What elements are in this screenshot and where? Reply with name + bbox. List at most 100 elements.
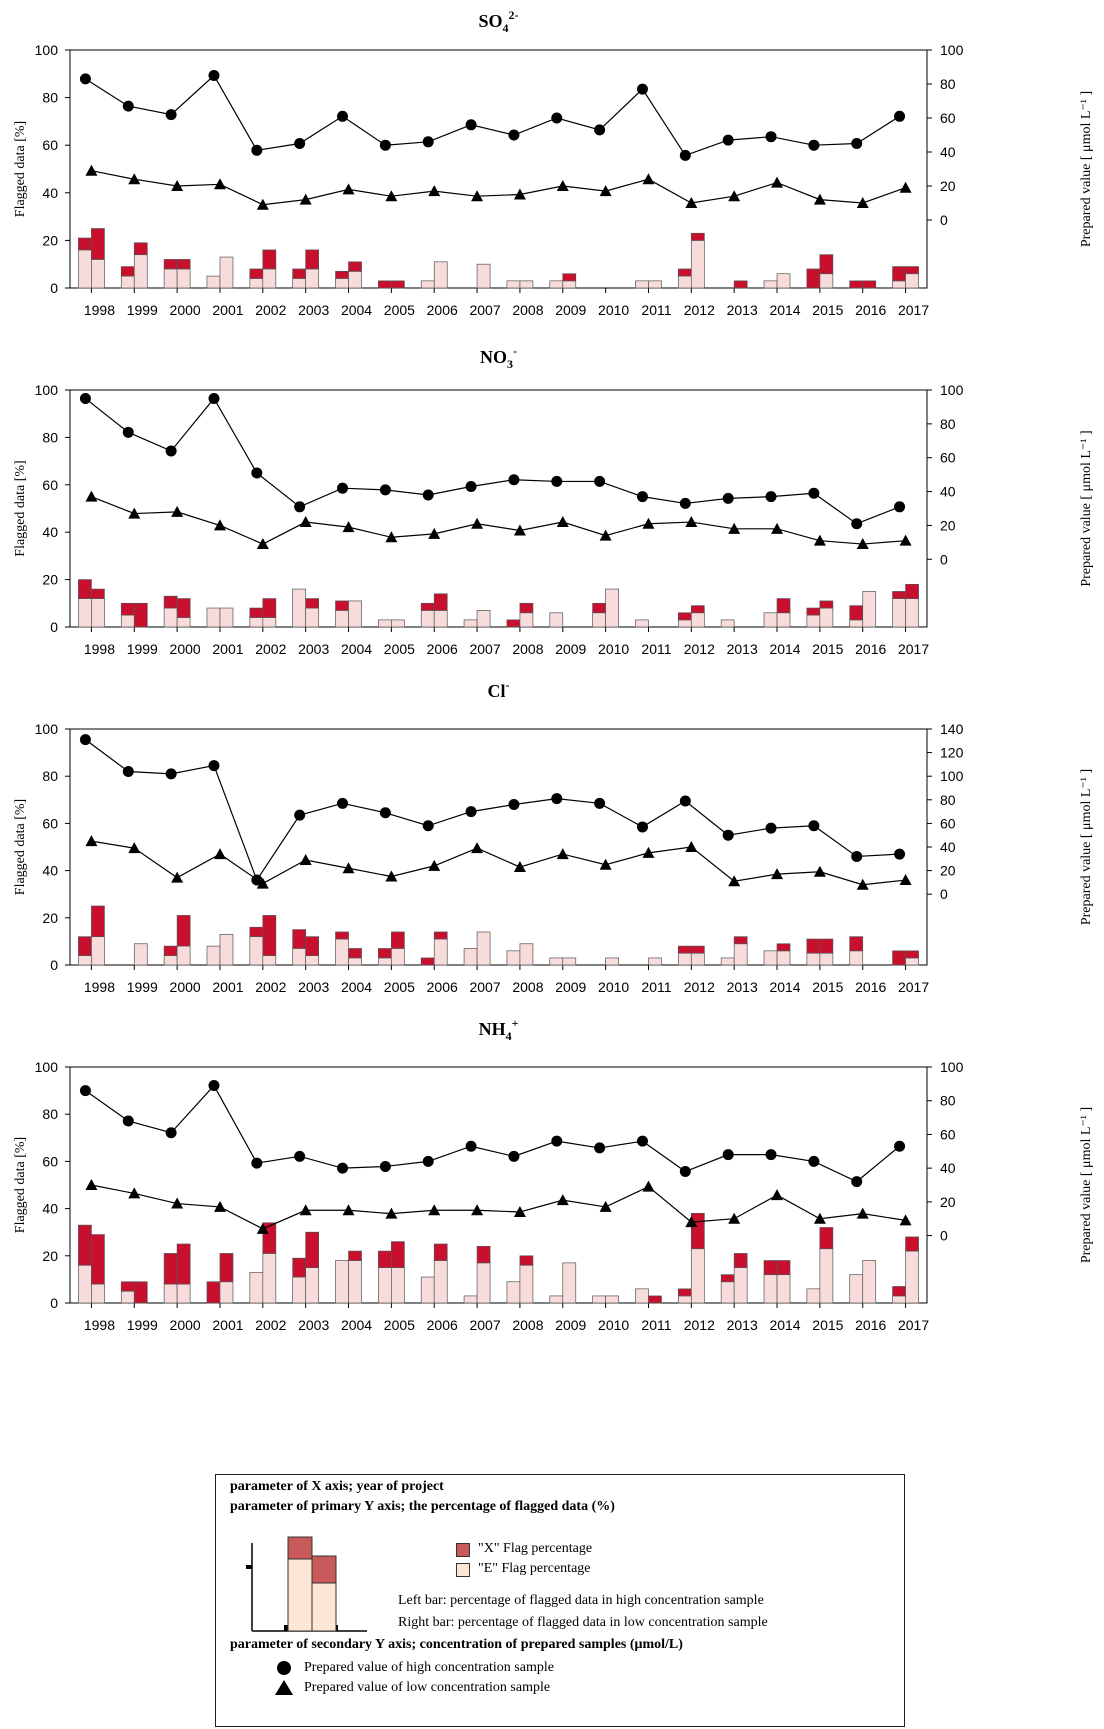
low-sample-point bbox=[856, 878, 869, 890]
x-tick-label: 2007 bbox=[469, 1317, 500, 1333]
bar-e-flag bbox=[549, 280, 564, 289]
low-sample-point bbox=[599, 529, 612, 541]
x-tick-label: 2011 bbox=[641, 641, 671, 657]
bar-e-flag bbox=[806, 952, 821, 966]
x-tick-label: 2003 bbox=[298, 1317, 329, 1333]
y-tick-label: 0 bbox=[50, 619, 58, 635]
low-sample-point bbox=[256, 198, 269, 210]
bar-x-flag bbox=[892, 266, 906, 282]
y-tick-label: 60 bbox=[42, 1153, 58, 1169]
y2-axis-label: Prepared value [ μmol L⁻¹ ] bbox=[1079, 1107, 1094, 1263]
bar-x-flag bbox=[292, 1257, 307, 1278]
y2-tick-label: 0 bbox=[940, 551, 948, 567]
bar-x-flag bbox=[176, 915, 191, 947]
x-tick-label: 2002 bbox=[255, 1317, 286, 1333]
x-tick-label: 2006 bbox=[427, 1317, 458, 1333]
y2-tick-label: 100 bbox=[940, 382, 964, 398]
x-tick-label: 2017 bbox=[898, 641, 929, 657]
bar-x-flag bbox=[892, 1286, 906, 1297]
bar-e-flag bbox=[476, 1262, 491, 1304]
high-sample-point bbox=[508, 799, 520, 811]
x-tick-label: 2000 bbox=[170, 302, 201, 318]
bar-x-flag bbox=[519, 1255, 534, 1266]
bar-x-flag bbox=[176, 259, 191, 270]
high-sample-point bbox=[851, 518, 863, 530]
x-tick-label: 2000 bbox=[170, 1317, 201, 1333]
bar-x-flag bbox=[763, 1260, 778, 1276]
x-tick-label: 2006 bbox=[427, 302, 458, 318]
high-sample-point bbox=[165, 109, 177, 121]
bar-x-flag bbox=[433, 931, 448, 940]
high-sample-point bbox=[808, 487, 820, 499]
bar-e-flag bbox=[292, 278, 307, 289]
bar-e-flag bbox=[849, 950, 864, 966]
bar-e-flag bbox=[305, 607, 320, 628]
chart-title: NH4+ bbox=[479, 1016, 519, 1043]
y-tick-label: 80 bbox=[42, 429, 58, 445]
x-tick-label: 2004 bbox=[341, 979, 372, 995]
low-sample-point bbox=[256, 877, 269, 889]
bar-e-flag bbox=[249, 936, 264, 966]
right-bar-note: Right bar: percentage of flagged data in… bbox=[398, 1615, 768, 1630]
bar-x-flag bbox=[819, 600, 834, 609]
x-tick-label: 2012 bbox=[684, 641, 715, 657]
bar-e-flag bbox=[690, 952, 705, 966]
high-sample-point bbox=[294, 809, 306, 821]
bar-e-flag bbox=[519, 280, 534, 289]
bar-x-flag bbox=[133, 1281, 148, 1304]
x-tick-label: 2000 bbox=[170, 979, 201, 995]
bar-x-flag bbox=[677, 268, 692, 277]
x-tick-label: 2008 bbox=[512, 641, 543, 657]
low-sample-point bbox=[342, 862, 355, 874]
bar-x-flag bbox=[78, 936, 92, 956]
bar-e-flag bbox=[463, 1295, 478, 1304]
y2-tick-label: 100 bbox=[940, 1059, 964, 1075]
bar-x-flag bbox=[176, 1243, 191, 1285]
y-tick-label: 80 bbox=[42, 90, 58, 106]
bar-e-flag bbox=[720, 1281, 735, 1304]
high-sample-point bbox=[122, 1115, 134, 1127]
high-sample-point bbox=[337, 482, 349, 494]
y-tick-label: 20 bbox=[42, 232, 58, 248]
bar-e-flag bbox=[720, 619, 735, 628]
low-sample-point bbox=[556, 516, 569, 528]
x-tick-label: 2014 bbox=[769, 302, 800, 318]
bar-x-flag bbox=[262, 249, 277, 270]
bar-x-flag bbox=[391, 280, 405, 289]
bar-e-flag bbox=[391, 948, 405, 966]
bar-e-flag bbox=[819, 952, 834, 966]
bar-e-flag bbox=[476, 931, 491, 966]
x-tick-label: 2013 bbox=[727, 1317, 758, 1333]
high-sample-point bbox=[379, 484, 391, 496]
bar-e-flag bbox=[677, 1295, 692, 1304]
high-sample-point bbox=[337, 797, 349, 809]
x-tick-label: 2001 bbox=[212, 979, 243, 995]
y-axis-label: Flagged data [%] bbox=[13, 460, 28, 556]
bar-e-flag bbox=[335, 278, 349, 289]
low-sample-point bbox=[299, 853, 312, 865]
low-sample-point bbox=[813, 865, 826, 877]
x-tick-label: 2012 bbox=[684, 979, 715, 995]
x-tick-label: 2007 bbox=[469, 979, 500, 995]
bar-x-flag bbox=[420, 602, 435, 611]
low-sample-point bbox=[299, 1204, 312, 1216]
high-sample-point bbox=[465, 119, 477, 131]
high-sample-point bbox=[765, 491, 777, 503]
bar-e-flag bbox=[776, 1274, 791, 1304]
low-sample-point bbox=[556, 848, 569, 860]
bar-e-flag bbox=[806, 614, 821, 628]
x-tick-label: 2016 bbox=[855, 641, 886, 657]
bar-e-flag bbox=[391, 1267, 405, 1304]
bar-x-flag bbox=[690, 945, 705, 954]
high-sample-point bbox=[165, 445, 177, 457]
y2-tick-label: 100 bbox=[940, 42, 964, 58]
bar-x-flag bbox=[335, 270, 349, 279]
bar-e-flag bbox=[733, 1267, 748, 1304]
bar-e-flag bbox=[519, 1264, 534, 1304]
bar-x-flag bbox=[806, 938, 821, 954]
circle-marker-icon bbox=[277, 1661, 291, 1675]
low-sample-point bbox=[899, 1214, 912, 1226]
high-sample-point bbox=[894, 848, 906, 860]
high-sample-point bbox=[508, 1150, 520, 1162]
